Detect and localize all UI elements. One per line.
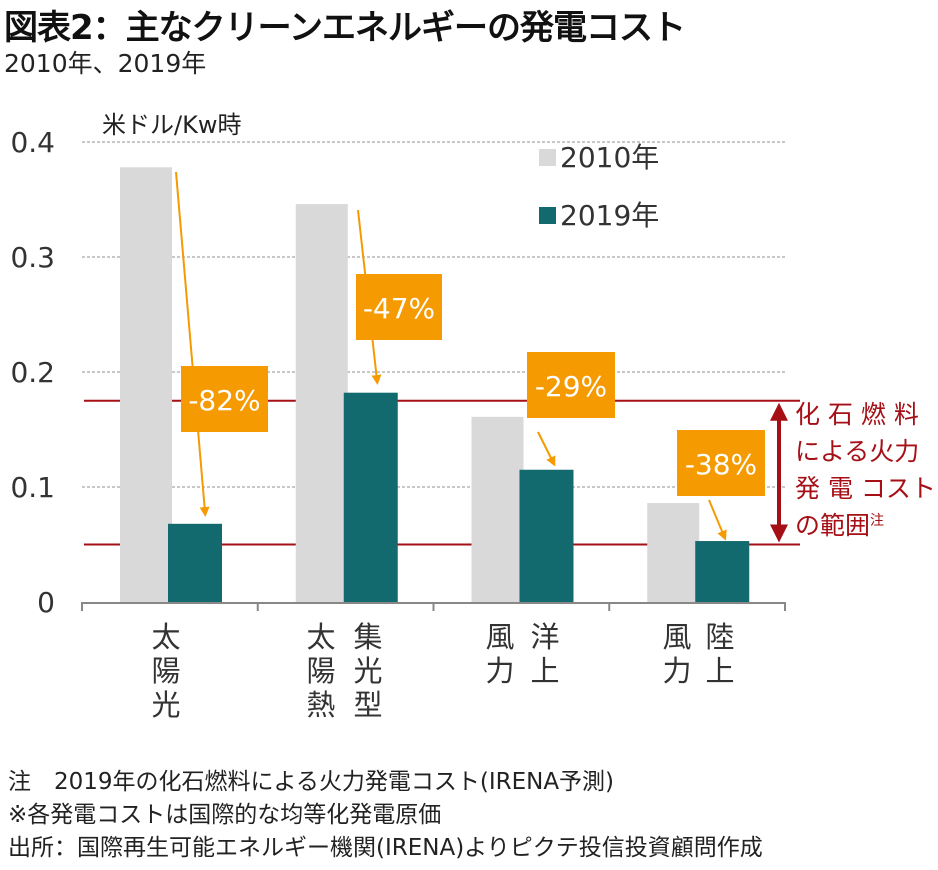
- range-label-line: 化 石 燃 料: [795, 400, 919, 429]
- bar-2010: [647, 503, 700, 602]
- change-arrow: [537, 431, 556, 467]
- change-label-box: [356, 274, 442, 340]
- change-arrows: -82% -47% -29% -38%: [175, 171, 765, 541]
- x-category-label-char: 陽: [306, 654, 335, 688]
- footnote-line: 注 2019年の化石燃料による火力発電コスト(IRENA予測): [8, 769, 615, 795]
- bar-2019: [343, 392, 398, 602]
- change-label: -47%: [363, 292, 435, 325]
- range-label-line: 発 電 コスト: [795, 474, 936, 503]
- x-category-label-char: 上: [705, 654, 734, 688]
- bar-2019: [168, 523, 222, 602]
- y-tick-label: 0.1: [10, 471, 55, 504]
- range-label-line: の範囲注: [795, 511, 884, 540]
- bar-2010: [120, 167, 172, 603]
- x-category-label-char: 太: [151, 620, 180, 654]
- legend-swatch-2019: [539, 207, 556, 224]
- y-tick-label: 0.4: [10, 126, 55, 159]
- axes: [81, 602, 786, 611]
- chart-title: 図表2：主なクリーンエネルギーの発電コスト: [4, 8, 686, 48]
- x-category-label-char: 集: [353, 620, 382, 654]
- change-arrow: [708, 499, 727, 541]
- bar-2010: [471, 416, 524, 602]
- range-arrow-head-up: [770, 402, 788, 421]
- x-category-label-char: 風: [485, 620, 514, 654]
- legend-swatch-2010: [539, 149, 556, 166]
- change-label-box: [181, 366, 268, 432]
- change-label-box: [527, 352, 615, 418]
- x-category-label-char: 光: [353, 654, 382, 688]
- x-category-label-char: 型: [353, 688, 382, 722]
- legend-label: 2010年: [560, 141, 659, 174]
- footnotes: 注 2019年の化石燃料による火力発電コスト(IRENA予測) ※各発電コストは…: [8, 766, 763, 865]
- y-tick-label: 0.2: [10, 356, 55, 389]
- range-label-line: による火力: [795, 437, 919, 466]
- legend-label: 2019年: [560, 199, 659, 232]
- y-axis-label: 米ドル/Kw時: [102, 111, 241, 139]
- change-arrow: [175, 171, 210, 517]
- change-label: -29%: [535, 370, 607, 403]
- x-category-label-char: 洋: [530, 620, 559, 654]
- bar-2019: [519, 469, 574, 602]
- x-category-label-char: 上: [530, 654, 559, 688]
- x-category-label-char: 力: [662, 654, 691, 688]
- gridlines: [82, 141, 785, 488]
- x-category-label-char: 光: [151, 688, 180, 722]
- x-category-label-char: 力: [485, 654, 514, 688]
- x-category-label-char: 陽: [151, 654, 180, 688]
- x-category-label-char: 風: [662, 620, 691, 654]
- x-category-label-char: 陸: [705, 620, 734, 654]
- chart-subtitle: 2010年、2019年: [4, 49, 207, 78]
- bars: [120, 167, 750, 603]
- change-label: -82%: [188, 384, 260, 417]
- change-label: -38%: [685, 448, 757, 481]
- range-arrow-head-down: [770, 524, 788, 543]
- y-tick-label: 0.3: [10, 241, 55, 274]
- footnote-line: 出所：国際再生可能エネルギー機関(IRENA)よりピクテ投信投資顧問作成: [8, 835, 763, 861]
- bar-2010: [295, 204, 348, 602]
- x-category-label-char: 熱: [306, 688, 335, 722]
- y-tick-label: 0: [37, 586, 55, 619]
- x-category-label-char: 太: [306, 620, 335, 654]
- footnote-line: ※各発電コストは国際的な均等化発電原価: [8, 802, 442, 828]
- labels: 00.10.20.30.4太陽光太陽熱集光型風力洋上風力陸上2010年2019年…: [10, 126, 935, 722]
- range-label-note: 注: [870, 513, 884, 529]
- bar-2019: [695, 541, 750, 602]
- change-label-box: [677, 430, 765, 496]
